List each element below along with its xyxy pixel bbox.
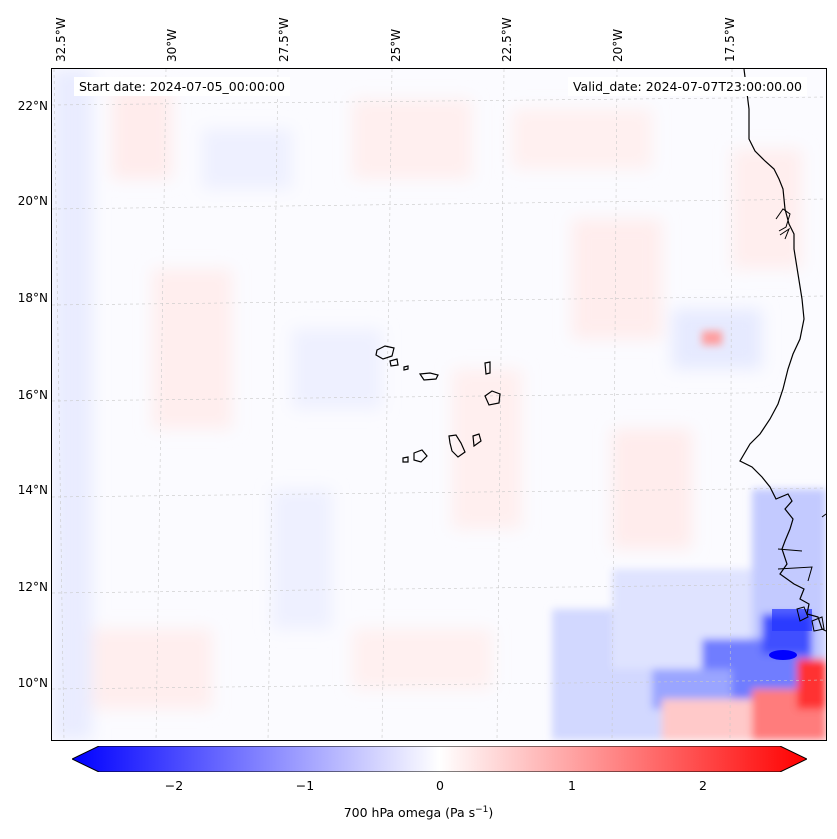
omega-map <box>52 69 826 740</box>
lon-label-22-5w: 22.5°W <box>500 17 514 62</box>
island-santiago <box>448 434 466 458</box>
colorbar-tick-neg1: −1 <box>295 778 315 793</box>
island-santo-antao <box>375 345 395 360</box>
lon-label-27-5w: 27.5°W <box>277 17 291 62</box>
island-santa-luzia <box>403 365 409 371</box>
lon-label-17-5w: 17.5°W <box>723 17 737 62</box>
colorbar <box>72 746 807 772</box>
omega-field-strong <box>552 331 826 740</box>
island-boa-vista <box>484 390 501 406</box>
lat-label-12n: 12°N <box>17 580 48 594</box>
colorbar-label-close: ) <box>488 805 494 821</box>
lat-label-22n: 22°N <box>17 99 48 113</box>
lat-label-20n: 20°N <box>17 194 48 208</box>
island-maio <box>472 433 482 448</box>
cape-verde-islands <box>375 345 501 463</box>
start-date-label: Start date: 2024-07-05_00:00:00 <box>74 77 290 96</box>
colorbar-label-exponent: −1 <box>475 805 489 815</box>
ascent-patch <box>772 609 812 631</box>
colorbar-tick-1: 1 <box>568 778 576 793</box>
island-sao-nicolau <box>418 372 439 381</box>
map-panel <box>51 68 827 741</box>
lat-label-14n: 14°N <box>17 483 48 497</box>
island-sal <box>484 361 491 375</box>
colorbar-tick-0: 0 <box>436 778 444 793</box>
colorbar-tick-2: 2 <box>699 778 707 793</box>
island-sao-vicente <box>389 358 399 367</box>
colorbar-label: 700 hPa omega (Pa s−1) <box>0 805 837 820</box>
lon-label-32-5w: 32.5°W <box>54 17 68 62</box>
colorbar-tick-neg2: −2 <box>164 778 184 793</box>
lon-label-25w: 25°W <box>389 28 403 62</box>
coast-detail <box>775 208 826 632</box>
island-fogo <box>413 449 428 463</box>
valid-date-label: Valid_date: 2024-07-07T23:00:00.00 <box>567 77 807 96</box>
african-coastline <box>739 69 826 632</box>
colorbar-gradient <box>72 746 807 772</box>
lat-label-18n: 18°N <box>17 291 48 305</box>
lon-label-30w: 30°W <box>165 28 179 62</box>
colorbar-label-text: 700 hPa omega (Pa s <box>343 805 476 821</box>
lon-label-20w: 20°W <box>611 28 625 62</box>
omega-field-weak <box>52 69 802 740</box>
graticule <box>52 69 826 740</box>
strong-ascent-core <box>769 650 797 660</box>
lat-label-10n: 10°N <box>17 676 48 690</box>
lat-label-16n: 16°N <box>17 388 48 402</box>
island-brava <box>402 456 409 463</box>
